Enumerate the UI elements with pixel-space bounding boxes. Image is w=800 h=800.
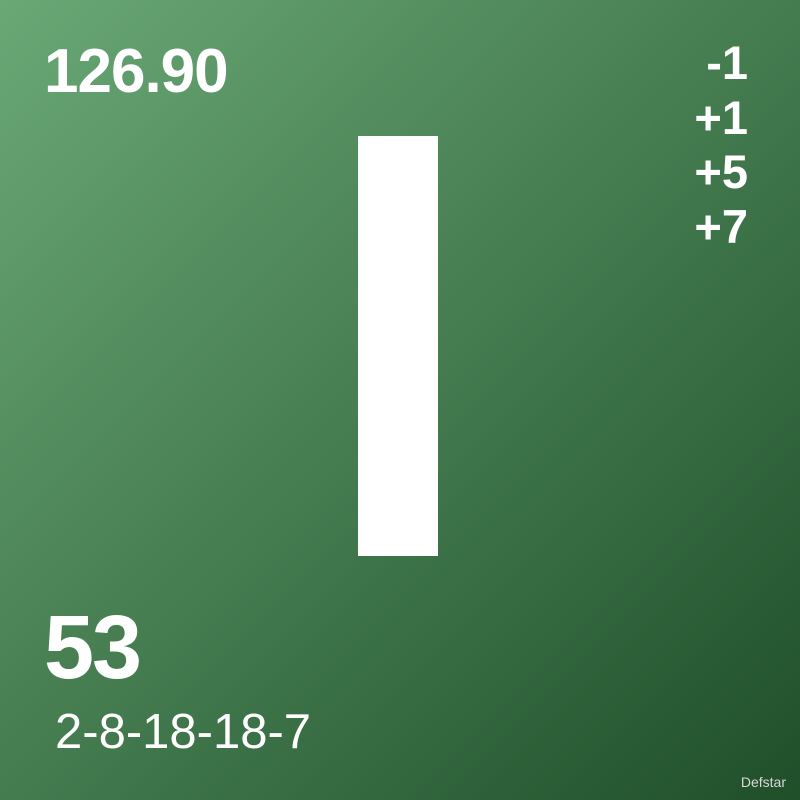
atomic-mass: 126.90 bbox=[44, 36, 228, 107]
element-tile: 126.90 -1 +1 +5 +7 53 2-8-18-18-7 Defsta… bbox=[0, 0, 800, 800]
electron-configuration: 2-8-18-18-7 bbox=[55, 704, 311, 760]
atomic-number: 53 bbox=[44, 597, 140, 700]
oxidation-states-list: -1 +1 +5 +7 bbox=[694, 36, 748, 254]
oxidation-state: +7 bbox=[694, 200, 748, 255]
oxidation-state: -1 bbox=[694, 36, 748, 91]
credit-text: Defstar bbox=[741, 774, 786, 790]
oxidation-state: +5 bbox=[694, 145, 748, 200]
oxidation-state: +1 bbox=[694, 91, 748, 146]
element-symbol bbox=[358, 136, 438, 556]
